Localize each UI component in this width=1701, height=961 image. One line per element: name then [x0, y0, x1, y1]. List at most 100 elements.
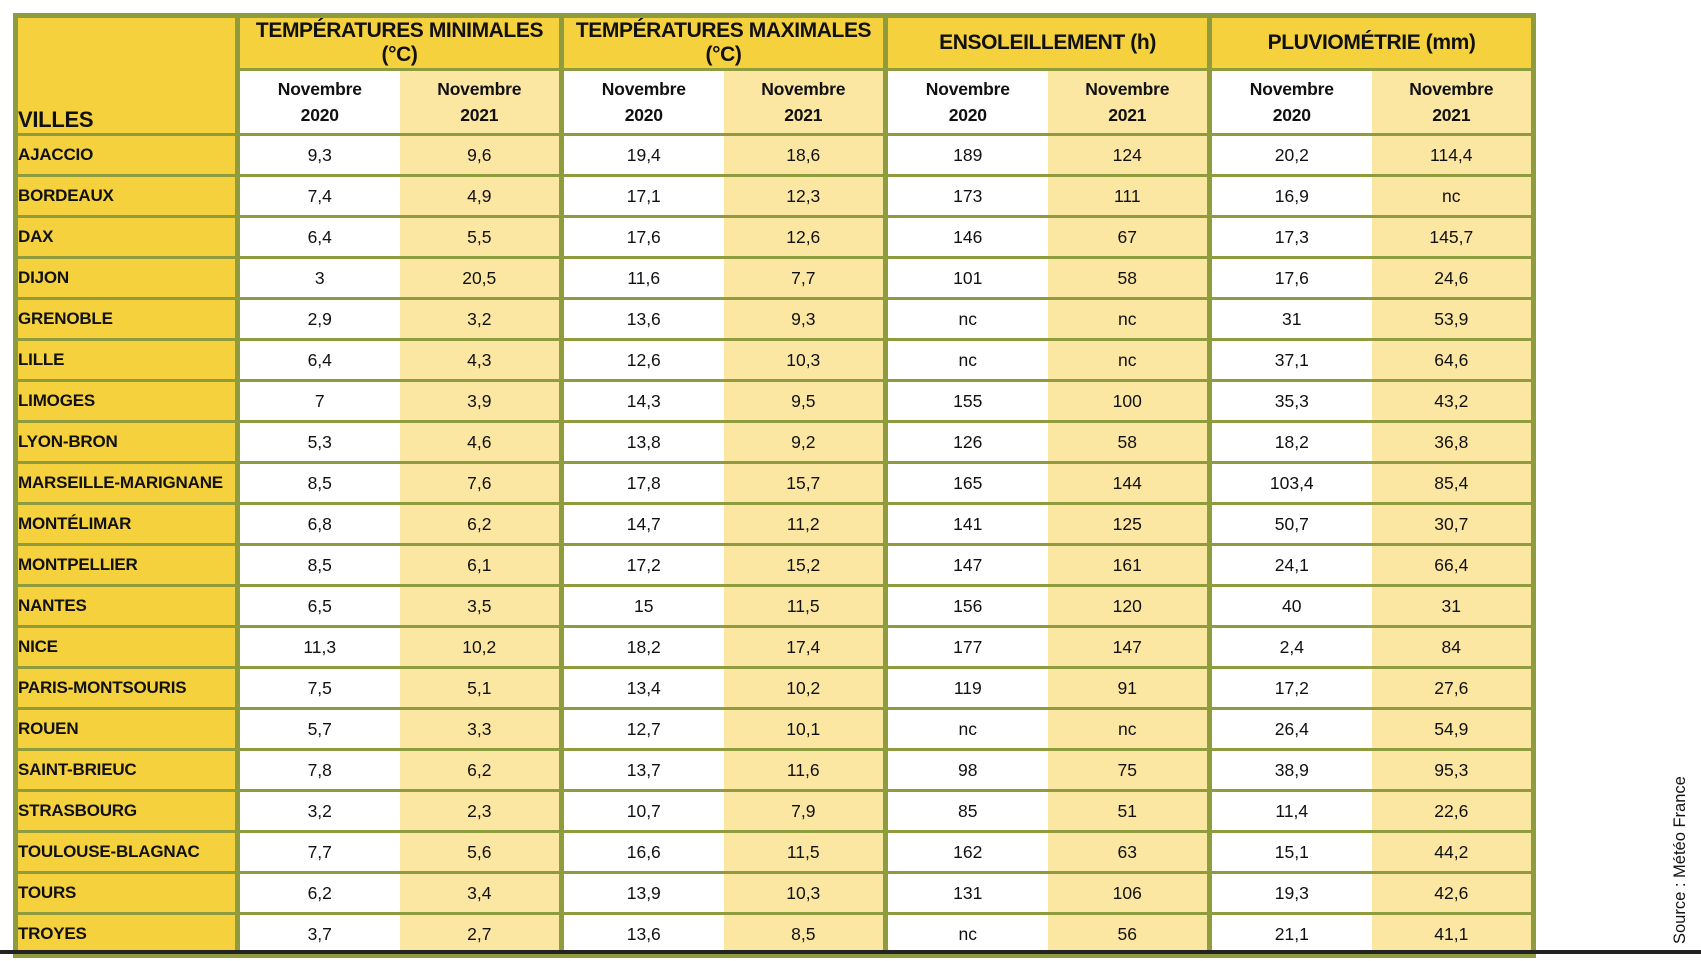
- cell-value: 58: [1047, 256, 1210, 300]
- cell-value: 6,2: [235, 871, 400, 915]
- table-row: LYON-BRON 5,3 4,6 13,8 9,2 126 58 18,2 36,8: [15, 420, 1534, 464]
- row-city: STRASBOURG: [15, 789, 240, 833]
- cell-value: 4,3: [399, 338, 562, 382]
- cell-value: 8,5: [235, 461, 400, 505]
- cell-value: nc: [1371, 174, 1534, 218]
- cell-value: 35,3: [1207, 379, 1372, 423]
- cell-value: 126: [883, 420, 1048, 464]
- cell-value: 18,2: [1207, 420, 1372, 464]
- subheader-novembre-2020-group3: Novembre 2020: [1207, 68, 1372, 136]
- cell-value: 85,4: [1371, 461, 1534, 505]
- cell-value: 50,7: [1207, 502, 1372, 546]
- villes-header: VILLES: [15, 14, 240, 136]
- cell-value: 21,1: [1207, 912, 1372, 957]
- cell-value: 161: [1047, 543, 1210, 587]
- table-row: TOULOUSE-BLAGNAC 7,7 5,6 16,6 11,5 162 63 15,1 4…: [15, 830, 1534, 874]
- subheader-year-label: 2021: [1108, 105, 1147, 125]
- cell-value: 147: [883, 543, 1048, 587]
- cell-value: 17,6: [559, 215, 724, 259]
- cell-value: 5,3: [235, 420, 400, 464]
- cell-value: 5,6: [399, 830, 562, 874]
- subheader-year-label: 2020: [300, 105, 339, 125]
- cell-value: 6,2: [399, 502, 562, 546]
- cell-value: nc: [1047, 338, 1210, 382]
- cell-value: 38,9: [1207, 748, 1372, 792]
- cell-value: 125: [1047, 502, 1210, 546]
- cell-value: nc: [883, 338, 1048, 382]
- row-city: TROYES: [15, 912, 240, 957]
- cell-value: 177: [883, 625, 1048, 669]
- subheader-novembre-2021-group1: Novembre 2021: [723, 68, 886, 136]
- cell-value: 4,6: [399, 420, 562, 464]
- subheader-row: Novembre 2020 Novembre 2021 Novembre 2020 Nove…: [16, 68, 1534, 136]
- cell-value: 56: [1047, 912, 1210, 957]
- row-city: ROUEN: [15, 707, 240, 751]
- cell-value: 43,2: [1371, 379, 1534, 423]
- cell-value: 9,2: [723, 420, 886, 464]
- table-row: MONTPELLIER 8,5 6,1 17,2 15,2 147 161 24,1 66,4: [15, 543, 1534, 587]
- cell-value: 3,7: [235, 912, 400, 957]
- cell-value: 11,5: [723, 584, 886, 628]
- cell-value: 114,4: [1371, 133, 1534, 177]
- cell-value: 10,2: [399, 625, 562, 669]
- cell-value: 2,4: [1207, 625, 1372, 669]
- cell-value: 18,6: [723, 133, 886, 177]
- cell-value: 17,3: [1207, 215, 1372, 259]
- row-city: LILLE: [15, 338, 240, 382]
- cell-value: 101: [883, 256, 1048, 300]
- cell-value: 24,6: [1371, 256, 1534, 300]
- table-row: AJACCIO 9,3 9,6 19,4 18,6 189 124 20,2 114,4: [15, 133, 1534, 177]
- row-city: MONTPELLIER: [15, 543, 240, 587]
- row-city: NANTES: [15, 584, 240, 628]
- row-city: LYON-BRON: [15, 420, 240, 464]
- cell-value: 40: [1207, 584, 1372, 628]
- table-row: STRASBOURG 3,2 2,3 10,7 7,9 85 51 11,4 22,6: [15, 789, 1534, 833]
- cell-value: 44,2: [1371, 830, 1534, 874]
- subheader-novembre-2020-group2: Novembre 2020: [883, 68, 1048, 136]
- group-header-temp-max: TEMPÉRATURES MAXIMALES (°C): [559, 14, 886, 71]
- cell-value: 98: [883, 748, 1048, 792]
- cell-value: 30,7: [1371, 502, 1534, 546]
- row-city: SAINT-BRIEUC: [15, 748, 240, 792]
- cell-value: 7,7: [723, 256, 886, 300]
- cell-value: 26,4: [1207, 707, 1372, 751]
- cell-value: 10,7: [559, 789, 724, 833]
- cell-value: 5,5: [399, 215, 562, 259]
- subheader-novembre-2021-group3: Novembre 2021: [1371, 68, 1534, 136]
- table-body: AJACCIO 9,3 9,6 19,4 18,6 189 124 20,2 114,4 BORD…: [15, 133, 1534, 957]
- cell-value: 11,6: [723, 748, 886, 792]
- cell-value: 6,1: [399, 543, 562, 587]
- cell-value: 12,6: [559, 338, 724, 382]
- cell-value: 124: [1047, 133, 1210, 177]
- subheader-year-label: 2021: [1432, 105, 1471, 125]
- group-header-row: VILLES TEMPÉRATURES MINIMALES (°C) TEMPÉ…: [15, 14, 1534, 136]
- cell-value: 31: [1207, 297, 1372, 341]
- subheader-month-label: Novembre: [1409, 78, 1494, 99]
- cell-value: 7,4: [235, 174, 400, 218]
- cell-value: 14,7: [559, 502, 724, 546]
- subheader-year-label: 2021: [460, 105, 499, 125]
- cell-value: 20,2: [1207, 133, 1372, 177]
- cell-value: 2,7: [399, 912, 562, 957]
- cell-value: 6,2: [399, 748, 562, 792]
- cell-value: 36,8: [1371, 420, 1534, 464]
- cell-value: 3,9: [399, 379, 562, 423]
- row-city: DAX: [15, 215, 240, 259]
- cell-value: 189: [883, 133, 1048, 177]
- cell-value: 7,6: [399, 461, 562, 505]
- table-row: DAX 6,4 5,5 17,6 12,6 146 67 17,3 145,7: [15, 215, 1534, 259]
- row-city: DIJON: [15, 256, 240, 300]
- subheader-month-label: Novembre: [1249, 78, 1334, 99]
- cell-value: 24,1: [1207, 543, 1372, 587]
- cell-value: 15,1: [1207, 830, 1372, 874]
- cell-value: 145,7: [1371, 215, 1534, 259]
- cell-value: nc: [883, 912, 1048, 957]
- cell-value: 5,7: [235, 707, 400, 751]
- subheader-year-label: 2020: [624, 105, 663, 125]
- row-city: TOULOUSE-BLAGNAC: [15, 830, 240, 874]
- row-city: TOURS: [15, 871, 240, 915]
- subheader-month-label: Novembre: [601, 78, 686, 99]
- source-caption: Source : Météo France: [1671, 776, 1689, 944]
- cell-value: 15: [559, 584, 724, 628]
